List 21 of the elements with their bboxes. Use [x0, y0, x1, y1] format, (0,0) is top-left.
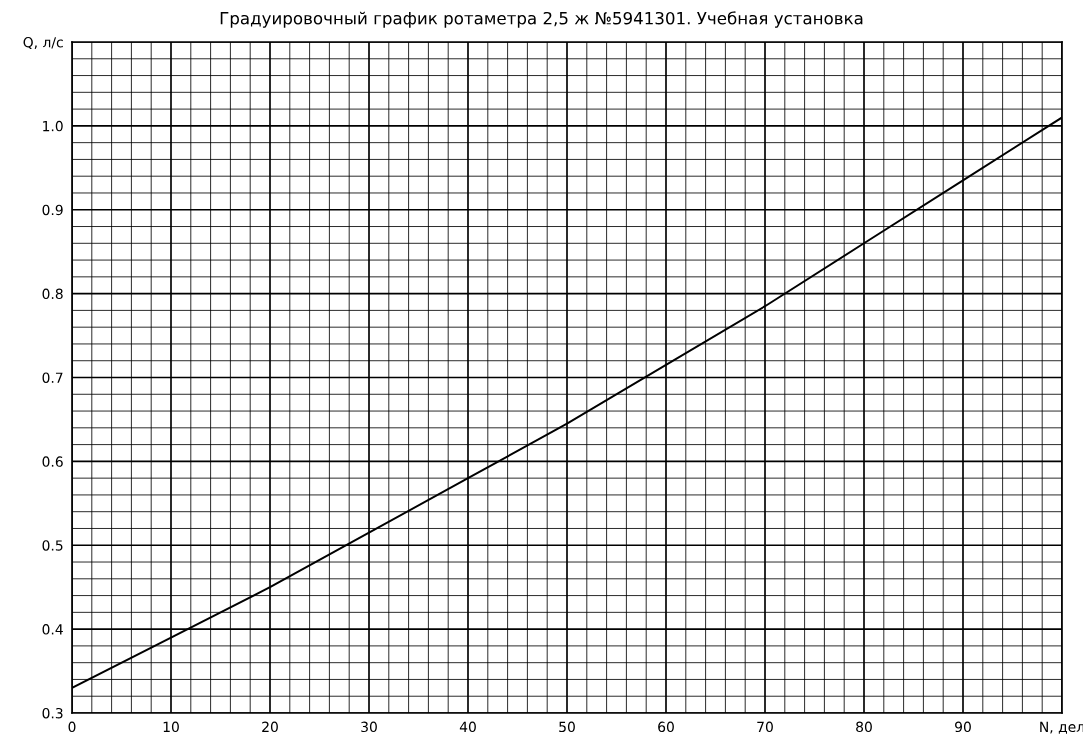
y-tick-label: 0.9	[42, 204, 63, 216]
x-tick-label: 20	[262, 721, 278, 733]
x-tick-label: 60	[658, 721, 674, 733]
y-tick-label: 0.3	[42, 707, 63, 719]
y-tick-label: 0.7	[42, 372, 63, 383]
chart-title: Градуировочный график ротаметра 2,5 ж №5941301. Учебная установка	[220, 11, 863, 28]
y-tick-label: 1.0	[43, 120, 63, 132]
x-tick-label: 10	[163, 721, 179, 733]
x-tick-label: N, дел	[1040, 721, 1083, 734]
y-tick-label: 0.4	[42, 624, 63, 635]
y-tick-label: 0.5	[42, 540, 63, 551]
x-tick-label: 0	[68, 721, 76, 733]
x-tick-label: 90	[955, 721, 971, 733]
x-tick-label: 50	[559, 721, 575, 733]
y-tick-label: 0.8	[42, 288, 63, 300]
x-tick-label: 80	[856, 721, 872, 733]
y-tick-label: 0.6	[42, 456, 63, 467]
x-tick-label: 30	[361, 721, 377, 733]
x-tick-label: 70	[757, 721, 773, 733]
y-tick-label: Q, л/с	[23, 36, 63, 50]
x-tick-label: 40	[459, 721, 476, 733]
